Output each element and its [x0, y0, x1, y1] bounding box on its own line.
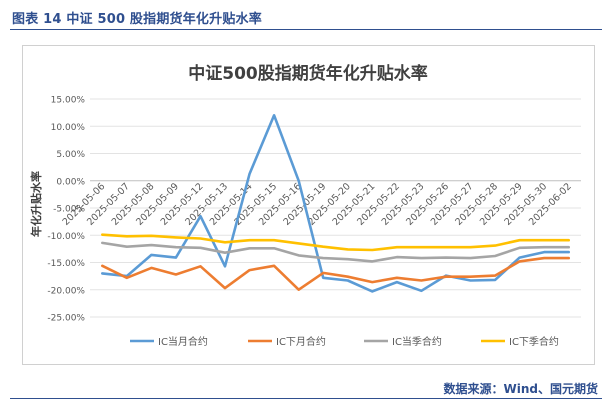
series-line	[101, 241, 571, 263]
y-axis-label: 年化升贴水率	[29, 171, 43, 237]
y-tick-labels: 15.00% 10.00% 5.00% 0.00% -5.00% -10.00% -15.0…	[47, 96, 85, 324]
series-lines	[101, 114, 571, 293]
chart-frame: 中证500股指期货年化升贴水率 年化升贴水率 15.00% 10.00% 5.00%…	[22, 45, 595, 365]
y-tick-label: 5.00%	[56, 150, 85, 160]
y-tick-label: 0.00%	[56, 177, 85, 187]
y-tick-label: -5.00%	[53, 205, 85, 215]
series-line	[101, 233, 571, 252]
legend: IC当月合约 IC下月合约 IC当季合约 IC下季合约	[130, 335, 559, 348]
y-tick-label: 10.00%	[51, 123, 86, 133]
legend-label: IC下月合约	[276, 335, 326, 348]
chart-title: 中证500股指期货年化升贴水率	[188, 63, 428, 84]
x-tick-labels: 2025-05-062025-05-072025-05-082025-05-09…	[61, 181, 574, 228]
y-tick-label: -25.00%	[47, 314, 85, 324]
y-tick-label: -20.00%	[47, 286, 85, 296]
figure-caption: 图表 14 中证 500 股指期货年化升贴水率	[12, 12, 262, 27]
y-tick-label: -10.00%	[47, 232, 85, 242]
gridlines	[90, 98, 581, 318]
y-tick-label: 15.00%	[51, 96, 86, 106]
data-source: 数据来源：Wind、国元期货	[443, 382, 598, 396]
legend-label: IC当月合约	[158, 335, 208, 348]
chart-svg: 中证500股指期货年化升贴水率 年化升贴水率 15.00% 10.00% 5.00%…	[29, 63, 581, 348]
bottom-divider	[10, 398, 602, 399]
series-line	[101, 256, 571, 291]
legend-label: IC下季合约	[509, 335, 559, 348]
legend-label: IC当季合约	[392, 335, 442, 348]
caption-divider	[10, 29, 602, 30]
series-line	[101, 114, 571, 293]
y-tick-label: -15.00%	[47, 259, 85, 269]
